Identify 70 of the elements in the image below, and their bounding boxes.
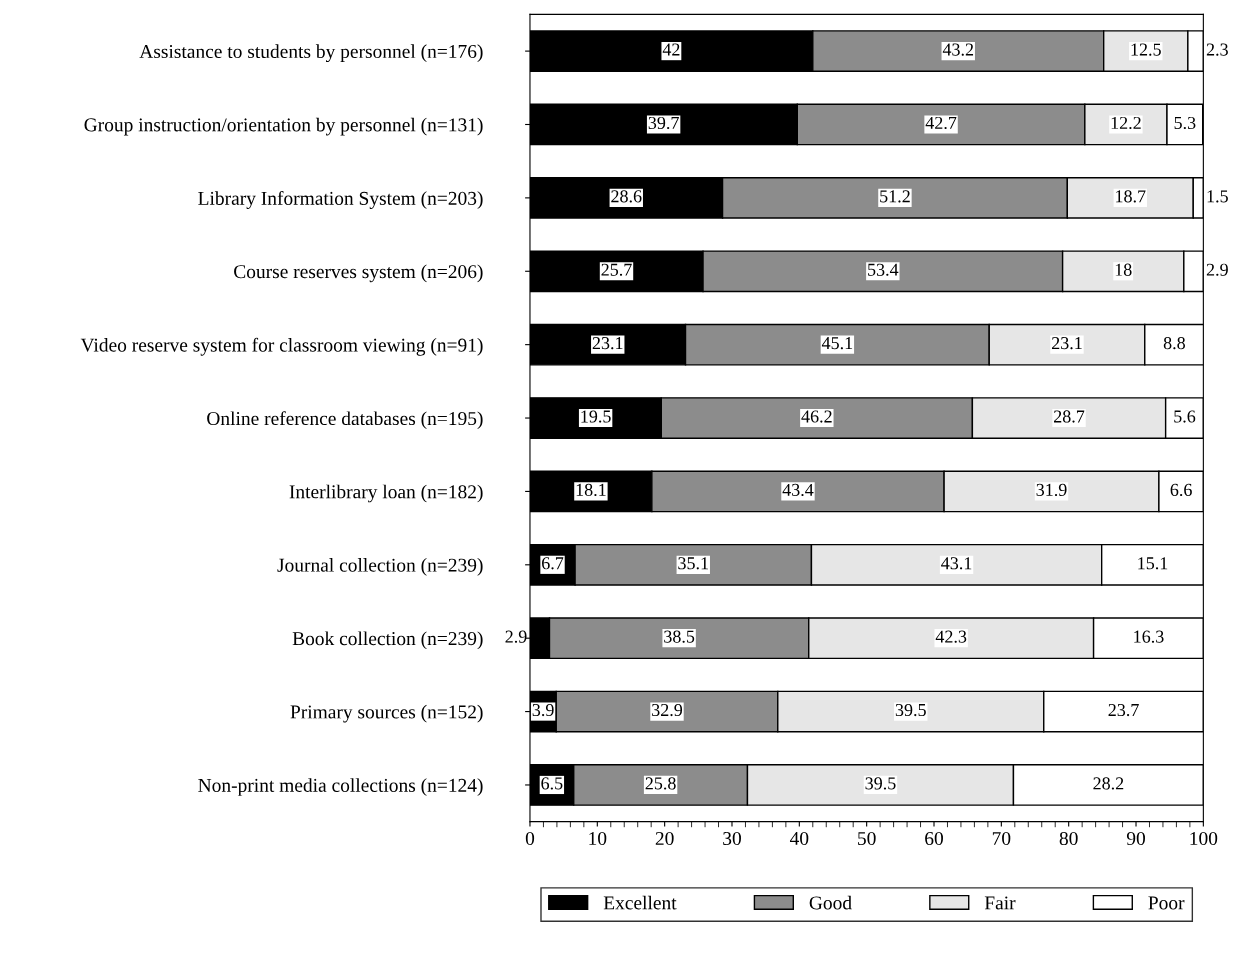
y-tick-label: Primary sources (n=152) <box>290 704 483 723</box>
x-tick-label: 20 <box>655 831 674 846</box>
data-label: 43.1 <box>941 557 972 570</box>
data-label: 51.2 <box>880 190 910 203</box>
y-tick-label: Course reserves system (n=206) <box>234 264 483 283</box>
data-label: 43.2 <box>942 43 974 56</box>
data-label: 23.1 <box>592 337 623 350</box>
data-label: 2.3 <box>1206 43 1228 56</box>
x-tick-label: 90 <box>1126 831 1145 846</box>
data-label: 39.5 <box>865 777 896 790</box>
legend-label: Good <box>809 895 852 910</box>
y-tick-label: Video reserve system for classroom viewing (n=91) <box>80 337 483 356</box>
y-tick-label: Assistance to students by personnel (n=176) <box>139 44 483 63</box>
data-label: 31.9 <box>1036 483 1067 497</box>
data-label: 46.2 <box>801 410 832 423</box>
data-label: 12.5 <box>1131 43 1161 56</box>
data-label: 42.3 <box>935 630 967 643</box>
data-label: 28.2 <box>1093 777 1124 790</box>
data-label: 16.3 <box>1134 630 1164 643</box>
x-tick-label: 40 <box>789 831 809 846</box>
y-tick-label: Non-print media collections (n=124) <box>198 778 483 796</box>
data-label: 43.4 <box>782 483 814 497</box>
data-label: 6.7 <box>542 557 564 570</box>
y-tick-label: Online reference databases (n=195) <box>207 411 483 430</box>
y-tick-label: Book collection (n=239) <box>292 631 483 650</box>
data-label: 42.7 <box>925 116 957 130</box>
y-tick-label: Journal collection (n=239) <box>277 558 483 576</box>
data-label: 8.8 <box>1163 336 1185 350</box>
data-label: 23.1 <box>1051 337 1082 350</box>
data-label: 6.5 <box>541 777 563 790</box>
x-tick-label: 30 <box>723 831 741 846</box>
legend-label: Poor <box>1148 896 1185 910</box>
x-tick-label: 70 <box>992 831 1011 846</box>
data-label: 2.9 <box>1206 263 1228 276</box>
data-label: 5.6 <box>1174 410 1196 423</box>
x-tick-label: 50 <box>858 831 876 846</box>
x-tick-label: 60 <box>925 831 943 846</box>
data-label: 35.1 <box>678 557 708 570</box>
y-tick-label: Library Information System (n=203) <box>198 191 483 209</box>
y-tick-label: Interlibrary loan (n=182) <box>289 484 483 503</box>
data-label: 28.7 <box>1054 410 1085 423</box>
data-label: 38.5 <box>664 630 695 643</box>
data-label: 32.9 <box>652 703 683 717</box>
data-label: 18.1 <box>576 483 606 497</box>
x-tick-label: 100 <box>1190 831 1218 846</box>
data-label: 18 <box>1115 263 1132 276</box>
x-tick-label: 10 <box>589 831 607 846</box>
data-label: 15.1 <box>1138 557 1168 570</box>
legend-label: Excellent <box>603 895 677 910</box>
data-label: 5.3 <box>1174 116 1196 130</box>
data-label: 42 <box>662 43 680 56</box>
data-label: 18.7 <box>1116 190 1146 203</box>
data-label: 45.1 <box>821 337 853 350</box>
data-label: 6.6 <box>1170 483 1192 497</box>
data-label: 1.5 <box>1207 190 1228 203</box>
data-label: 3.9 <box>532 703 554 717</box>
x-tick-label: 0 <box>525 831 535 846</box>
data-label: 39.7 <box>648 116 679 130</box>
y-tick-label: Group instruction/orientation by personnel (n=131) <box>84 117 483 136</box>
data-label: 25.8 <box>645 777 676 790</box>
data-label: 2.9 <box>505 630 527 643</box>
legend-label: Fair <box>984 896 1016 910</box>
data-label: 28.6 <box>611 190 642 203</box>
data-label: 25.7 <box>601 263 632 276</box>
data-label: 12.2 <box>1111 116 1141 130</box>
data-label: 53.4 <box>868 263 899 276</box>
x-tick-label: 80 <box>1059 831 1078 846</box>
data-label: 23.7 <box>1108 703 1139 717</box>
data-label: 19.5 <box>581 410 611 423</box>
data-label: 39.5 <box>895 703 926 717</box>
